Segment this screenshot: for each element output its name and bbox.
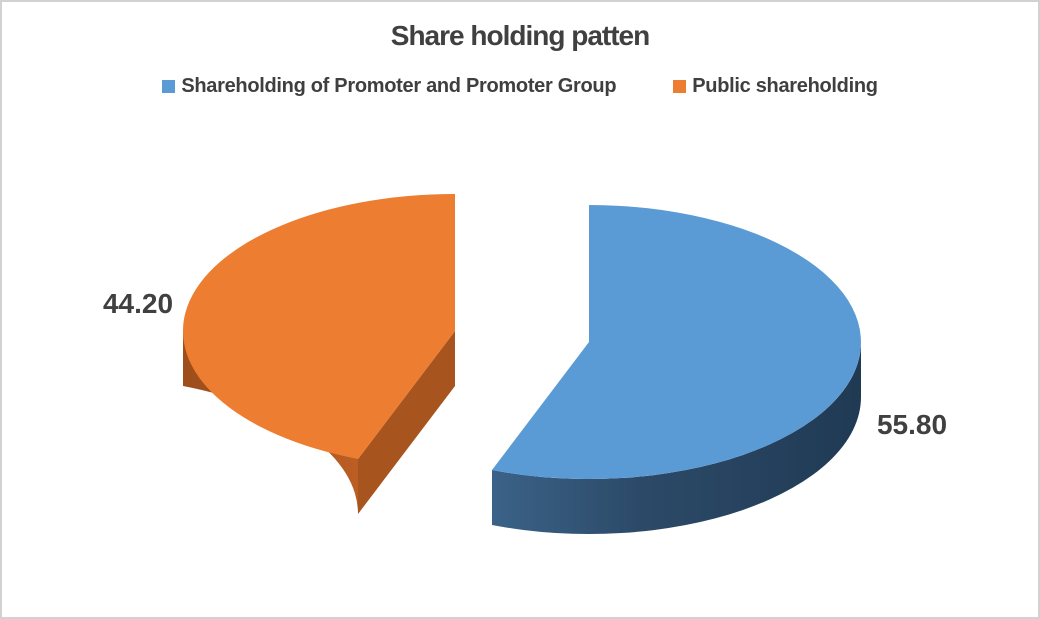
data-label-promoter: 55.80 bbox=[876, 409, 948, 440]
legend-swatch-orange-icon bbox=[673, 80, 687, 93]
pie-slice-promoter[interactable] bbox=[492, 205, 861, 479]
legend: Shareholding of Promoter and Promoter Gr… bbox=[2, 75, 1038, 98]
legend-label-promoter: Shareholding of Promoter and Promoter Gr… bbox=[181, 75, 617, 97]
pie-slice-public[interactable] bbox=[182, 194, 456, 459]
legend-item-promoter[interactable]: Shareholding of Promoter and Promoter Gr… bbox=[162, 75, 617, 98]
legend-label-public: Public shareholding bbox=[692, 75, 878, 97]
legend-item-public[interactable]: Public shareholding bbox=[673, 75, 878, 98]
legend-swatch-blue-icon bbox=[162, 80, 176, 93]
data-label-public: 44.20 bbox=[102, 288, 174, 319]
pie-slice-public-cut-side bbox=[358, 331, 455, 514]
pie-slice-promoter-side bbox=[492, 342, 861, 535]
chart-title: Share holding patten bbox=[390, 20, 650, 51]
